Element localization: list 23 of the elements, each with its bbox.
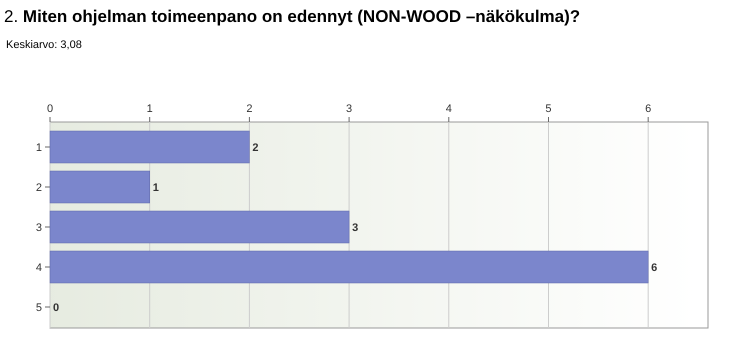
bar: [50, 170, 150, 204]
x-tick-label: 4: [446, 103, 452, 115]
chart-title: 2. Miten ohjelman toimeenpano on edennyt (NON-WOOD –näkökulma)?: [4, 7, 580, 26]
chart-subtitle: Keskiarvo: 3,08: [6, 39, 82, 51]
y-tick-label: 2: [36, 182, 42, 194]
data-label: 6: [651, 262, 658, 274]
x-tick-label: 2: [246, 103, 252, 115]
bar: [50, 250, 648, 284]
y-tick-label: 5: [36, 302, 42, 314]
data-label: 3: [352, 222, 358, 234]
data-label: 1: [152, 182, 159, 194]
x-tick-label: 5: [545, 103, 552, 115]
y-tick-label: 4: [36, 262, 42, 274]
data-label: 0: [53, 302, 60, 314]
bar: [50, 130, 250, 164]
x-tick-label: 1: [146, 103, 153, 115]
x-tick-label: 6: [645, 103, 652, 115]
x-tick-label: 3: [346, 103, 352, 115]
bar: [50, 210, 350, 244]
data-label: 2: [252, 142, 259, 154]
y-tick-label: 1: [36, 142, 42, 154]
y-tick-label: 3: [36, 222, 42, 234]
x-tick-label: 0: [46, 103, 54, 115]
